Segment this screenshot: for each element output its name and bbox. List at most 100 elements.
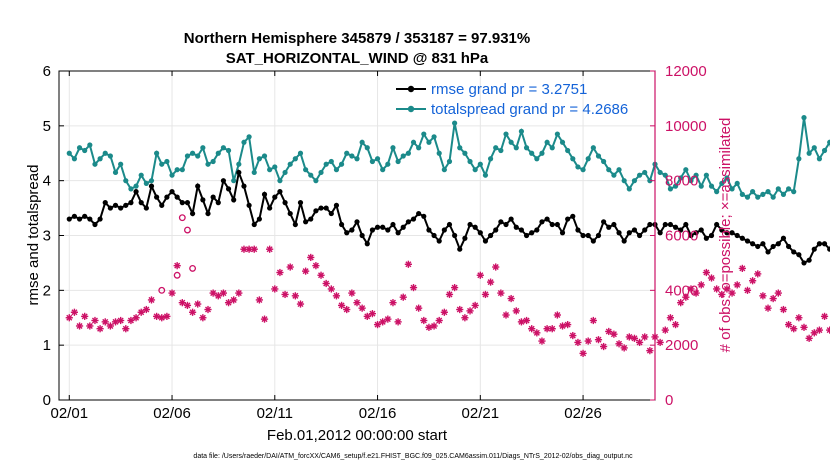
obs-assimilated-point xyxy=(548,325,556,333)
spread-point xyxy=(452,120,458,126)
obs-assimilated-point xyxy=(214,292,222,300)
rmse-point xyxy=(426,227,432,233)
y-tick-label-left: 6 xyxy=(43,63,51,80)
rmse-point xyxy=(277,189,283,195)
obs-assimilated-point xyxy=(764,304,772,312)
obs-assimilated-point xyxy=(127,316,135,325)
obs-assimilated-point xyxy=(795,314,803,322)
rmse-point xyxy=(102,200,108,206)
rmse-point xyxy=(354,219,360,225)
spread-point xyxy=(107,153,113,159)
obs-assimilated-point xyxy=(137,308,145,316)
spread-point xyxy=(236,161,242,167)
rmse-point xyxy=(457,246,463,252)
rmse-point xyxy=(112,202,119,208)
rmse-point xyxy=(215,200,221,206)
y-tick-label-left: 3 xyxy=(43,228,51,245)
rmse-point xyxy=(241,183,247,189)
spread-point xyxy=(231,178,237,184)
obs-assimilated-point xyxy=(451,283,459,292)
rmse-point xyxy=(693,230,699,236)
spread-point xyxy=(642,169,648,176)
spread-point xyxy=(708,183,715,189)
spread-point xyxy=(683,167,689,173)
rmse-point xyxy=(698,227,704,233)
rmse-point xyxy=(672,224,679,230)
spread-point xyxy=(529,150,535,156)
rmse-point xyxy=(164,194,170,200)
obs-assimilated-point xyxy=(445,290,454,299)
obs-assimilated-point xyxy=(569,331,577,340)
spread-point xyxy=(472,167,478,173)
obs-assimilated-point xyxy=(291,292,299,300)
spread-point xyxy=(739,191,745,197)
spread-point xyxy=(112,169,119,176)
spread-point xyxy=(719,180,725,187)
rmse-point xyxy=(472,224,478,230)
rmse-point xyxy=(159,202,165,208)
spread-point xyxy=(338,161,345,167)
rmse-point xyxy=(179,200,185,206)
rmse-point xyxy=(236,169,242,176)
spread-point xyxy=(421,131,427,137)
obs-assimilated-point xyxy=(707,274,716,282)
spread-point xyxy=(482,172,489,178)
obs-assimilated-point xyxy=(697,281,705,289)
obs-assimilated-point xyxy=(754,270,762,278)
rmse-point xyxy=(123,202,129,208)
y-tick-label-left: 2 xyxy=(43,282,51,299)
obs-assimilated-point xyxy=(65,314,73,322)
rmse-point xyxy=(770,243,776,250)
spread-point xyxy=(313,178,319,184)
spread-point xyxy=(220,145,227,151)
obs-assimilated-point xyxy=(260,315,269,323)
obs-assimilated-point xyxy=(317,271,325,279)
spread-point xyxy=(205,161,211,167)
spread-point xyxy=(318,169,324,176)
footnote: data file: /Users/raeder/DAI/ATM_forcXX/… xyxy=(193,453,633,460)
obs-assimilated-point xyxy=(101,318,109,326)
obs-assimilated-point xyxy=(111,318,120,326)
y-tick-label-left: 0 xyxy=(43,392,51,409)
rmse-point xyxy=(292,221,298,228)
obs-assimilated-point xyxy=(723,285,731,293)
spread-point xyxy=(380,167,386,173)
obs-assimilated-point xyxy=(718,290,726,299)
rmse-point xyxy=(225,186,232,192)
spread-point xyxy=(333,167,340,173)
rmse-point xyxy=(410,216,417,222)
rmse-point xyxy=(647,221,653,228)
spread-point xyxy=(570,156,576,162)
obs-assimilated-point xyxy=(733,281,741,289)
x-tick-label: 02/06 xyxy=(153,405,191,422)
spread-point xyxy=(277,178,283,184)
rmse-point xyxy=(513,224,519,230)
rmse-line xyxy=(68,168,830,265)
obs-assimilated-point xyxy=(486,278,495,286)
spread-point xyxy=(590,145,596,151)
obs-assimilated-point xyxy=(281,290,289,299)
spread-point xyxy=(323,161,329,167)
spread-point xyxy=(729,186,735,192)
spread-point xyxy=(775,186,781,192)
obs-assimilated-point xyxy=(415,304,423,312)
rmse-point xyxy=(231,197,237,203)
rmse-point xyxy=(791,249,797,255)
obs-assimilated-point xyxy=(800,323,808,331)
spread-point xyxy=(827,139,830,145)
obs-assimilated-point xyxy=(435,316,443,325)
spread-point xyxy=(431,134,437,140)
rmse-point xyxy=(796,252,802,258)
obs-assimilated-point xyxy=(476,271,484,279)
obs-assimilated-point xyxy=(790,325,798,333)
obs-assimilated-point xyxy=(820,312,829,320)
rmse-point xyxy=(452,232,458,239)
rmse-point xyxy=(806,257,812,263)
obs-assimilated-point xyxy=(630,334,639,342)
spread-point xyxy=(174,167,180,173)
rmse-point xyxy=(380,224,386,230)
obs-assimilated-point xyxy=(533,329,541,337)
obs-assimilated-point xyxy=(81,312,89,320)
spread-point xyxy=(436,150,442,156)
rmse-point xyxy=(606,224,612,230)
